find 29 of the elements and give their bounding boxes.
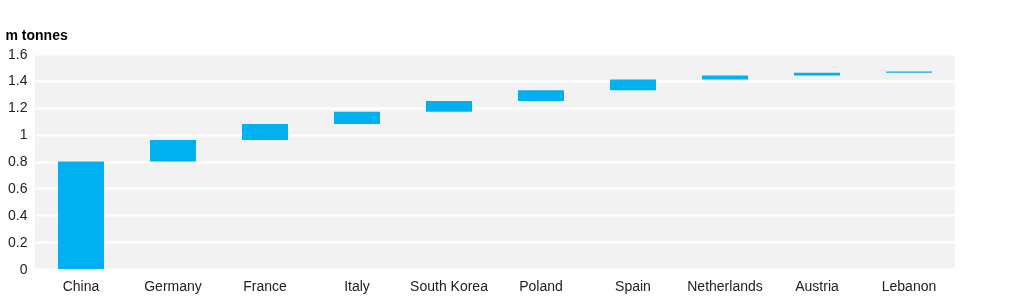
bar (58, 161, 104, 269)
bar (150, 140, 196, 162)
y-tick-label: 1.6 (8, 45, 28, 62)
y-tick-label: 1.4 (8, 72, 28, 89)
y-tick-label: 1.2 (8, 99, 28, 116)
x-tick-label: Lebanon (881, 277, 937, 294)
x-tick-label: Italy (344, 277, 370, 294)
x-tick-label: France (243, 277, 287, 294)
x-tick-label: Spain (615, 277, 651, 294)
y-tick-label: 0 (19, 260, 28, 277)
y-axis-title: m tonnes (5, 26, 68, 43)
x-tick-label: Austria (795, 277, 839, 294)
bar (794, 72, 840, 76)
x-tick-label: South Korea (410, 277, 489, 294)
bar (610, 79, 656, 91)
bar (242, 123, 288, 140)
bar (334, 111, 380, 124)
y-tick-label: 1 (19, 126, 28, 143)
bar (702, 75, 748, 80)
y-tick-label: 0.8 (8, 153, 28, 169)
x-tick-label: Netherlands (687, 277, 763, 294)
x-tick-label: China (62, 277, 100, 294)
x-tick-label: Germany (144, 277, 202, 294)
bar (426, 101, 472, 112)
x-tick-label: Poland (519, 277, 563, 294)
y-tick-label: 0.2 (8, 233, 28, 250)
bar (518, 90, 564, 102)
y-tick-label: 0.4 (8, 206, 28, 223)
y-tick-label: 0.6 (8, 179, 28, 196)
